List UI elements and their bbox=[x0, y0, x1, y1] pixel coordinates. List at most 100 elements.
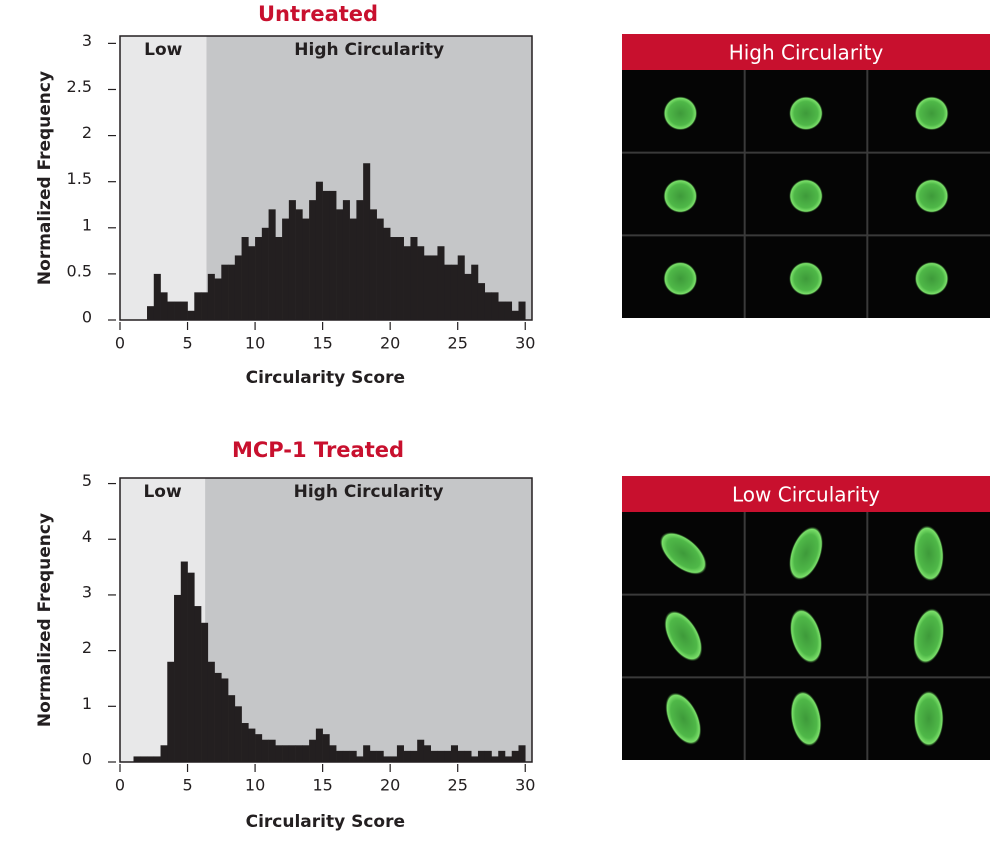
x-tick-label: 15 bbox=[312, 776, 332, 795]
bar bbox=[160, 745, 168, 762]
cell-image bbox=[913, 525, 944, 582]
bar bbox=[268, 739, 276, 762]
bar bbox=[153, 756, 161, 762]
plot-frame bbox=[119, 477, 533, 763]
cell-image bbox=[914, 96, 949, 131]
bar bbox=[437, 246, 445, 320]
x-tick-label: 15 bbox=[312, 334, 332, 353]
cell-image bbox=[663, 96, 698, 131]
bar bbox=[471, 756, 479, 762]
bar bbox=[133, 756, 141, 762]
x-tick-label: 30 bbox=[515, 776, 535, 795]
bar bbox=[322, 190, 330, 320]
bar bbox=[518, 745, 526, 762]
cell-image bbox=[790, 690, 822, 747]
x-axis-label: Circularity Score bbox=[246, 812, 405, 832]
bar bbox=[140, 756, 148, 762]
region-label: High Circularity bbox=[294, 40, 444, 60]
bar bbox=[147, 306, 155, 320]
bar bbox=[383, 756, 391, 762]
bar bbox=[403, 246, 411, 320]
bar bbox=[207, 661, 215, 762]
bar bbox=[282, 745, 290, 762]
bar bbox=[356, 200, 364, 320]
bar bbox=[336, 209, 344, 320]
bar bbox=[174, 594, 182, 762]
bar bbox=[302, 745, 310, 762]
bar bbox=[518, 301, 526, 320]
bar bbox=[180, 301, 188, 320]
bar bbox=[471, 264, 479, 320]
bar bbox=[437, 750, 445, 762]
bar bbox=[342, 200, 350, 320]
bar bbox=[410, 750, 418, 762]
chart-title: MCP-1 Treated bbox=[232, 438, 404, 462]
bar bbox=[444, 750, 452, 762]
bar bbox=[484, 750, 492, 762]
bar bbox=[228, 264, 236, 320]
region-label: Low bbox=[144, 40, 183, 60]
cell-image bbox=[789, 96, 823, 131]
bar bbox=[248, 246, 256, 320]
y-tick-label: 0.5 bbox=[67, 261, 92, 280]
cell-image bbox=[913, 690, 944, 747]
y-tick-label: 2 bbox=[82, 638, 92, 657]
bar bbox=[329, 190, 337, 320]
cell-image bbox=[664, 610, 703, 662]
bar bbox=[349, 750, 357, 762]
bar bbox=[309, 739, 317, 762]
bar bbox=[329, 745, 337, 762]
y-tick-label: 0 bbox=[82, 308, 92, 327]
bar bbox=[430, 750, 438, 762]
bar bbox=[504, 301, 513, 320]
bar bbox=[160, 292, 168, 320]
bar bbox=[504, 756, 513, 762]
bar bbox=[234, 706, 242, 762]
region-label: High Circularity bbox=[294, 482, 444, 502]
bar bbox=[450, 264, 459, 320]
bar bbox=[255, 237, 263, 320]
bar bbox=[221, 678, 229, 762]
bar bbox=[403, 750, 411, 762]
y-tick-label: 0 bbox=[82, 750, 92, 769]
bar bbox=[511, 750, 519, 762]
y-axis-label: Normalized Frequency bbox=[35, 71, 55, 285]
x-axis-label: Circularity Score bbox=[246, 368, 405, 388]
bar bbox=[383, 227, 391, 320]
bar bbox=[288, 745, 296, 762]
panel-title: High Circularity bbox=[729, 41, 884, 65]
bar bbox=[498, 301, 506, 320]
x-tick-label: 25 bbox=[448, 334, 468, 353]
bar bbox=[417, 246, 425, 320]
bar bbox=[295, 209, 303, 320]
bar bbox=[261, 227, 269, 320]
bar bbox=[423, 255, 431, 320]
bar bbox=[147, 756, 155, 762]
bar bbox=[268, 209, 276, 320]
bar bbox=[349, 218, 357, 320]
chart-title: Untreated bbox=[258, 2, 378, 26]
bar bbox=[201, 622, 209, 762]
x-tick-label: 30 bbox=[515, 334, 535, 353]
bar bbox=[363, 745, 371, 762]
bar bbox=[302, 218, 310, 320]
region bbox=[205, 478, 533, 762]
y-tick-label: 1 bbox=[82, 694, 92, 713]
cell-image bbox=[663, 261, 698, 296]
y-tick-label: 5 bbox=[82, 471, 92, 490]
bar bbox=[457, 750, 465, 762]
bar bbox=[423, 745, 431, 762]
bar bbox=[477, 283, 486, 320]
bar bbox=[464, 750, 472, 762]
bar bbox=[376, 218, 384, 320]
plot-frame bbox=[119, 35, 533, 321]
bar bbox=[187, 572, 195, 762]
bar bbox=[207, 273, 215, 320]
bar bbox=[241, 237, 249, 320]
bar bbox=[194, 292, 202, 320]
bar bbox=[241, 723, 249, 762]
bar bbox=[180, 561, 188, 762]
bar bbox=[295, 745, 303, 762]
y-tick-label: 2.5 bbox=[67, 77, 92, 96]
